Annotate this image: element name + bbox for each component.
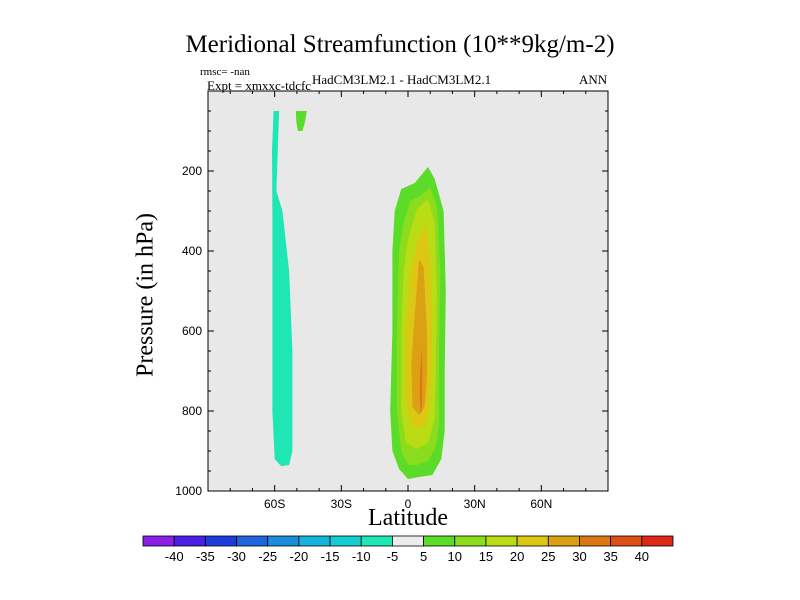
contour-negative-cell-southern: [272, 111, 293, 467]
y-tick-label: 400: [182, 244, 202, 258]
contour-positive-cell-small: [295, 111, 307, 131]
colorbar-label: 20: [510, 549, 524, 564]
y-tick-label: 800: [182, 404, 202, 418]
colorbar-label: -35: [196, 549, 215, 564]
y-axis-label: Pressure (in hPa): [132, 213, 159, 377]
colorbar-label: -30: [227, 549, 246, 564]
colorbar-box: [236, 535, 269, 547]
colorbar-box: [329, 535, 362, 547]
colorbar-box: [392, 535, 424, 547]
x-axis-label: Latitude: [368, 505, 448, 531]
colorbar-box: [423, 535, 456, 547]
colorbar-box: [142, 535, 175, 547]
season-label: ANN: [579, 72, 608, 87]
chart-title: Meridional Streamfunction (10**9kg/m-2): [185, 31, 615, 58]
experiment-label: Expt = xmxxc-tdcfc: [207, 78, 312, 93]
colorbar-box: [516, 535, 549, 547]
center-label: HadCM3LM2.1 - HadCM3LM2.1: [312, 72, 492, 87]
colorbar-label: 25: [541, 549, 555, 564]
y-axis: 200 400 600 800 1000: [175, 110, 608, 498]
x-tick-label: 60N: [530, 497, 552, 511]
colorbar-label: 40: [635, 549, 649, 564]
colorbar: -40 -35 -30 -25 -20 -15 -10 -5 5 10 15 20 25 30 35 40: [142, 535, 674, 564]
colorbar-box: [610, 535, 643, 547]
y-tick-label: 600: [182, 324, 202, 338]
colorbar-box: [454, 535, 487, 547]
left-label: rmsc= -nan Expt = xmxxc-tdcfc: [200, 66, 311, 92]
colorbar-box: [485, 535, 518, 547]
colorbar-label: -5: [387, 549, 399, 564]
y-tick-label: 1000: [175, 484, 202, 498]
colorbar-label: 15: [479, 549, 493, 564]
colorbar-label: -25: [258, 549, 277, 564]
contour-positive-cell-30: [419, 347, 423, 415]
colorbar-label: -20: [289, 549, 308, 564]
colorbar-box: [173, 535, 206, 547]
colorbar-box: [204, 535, 237, 547]
colorbar-box: [360, 535, 393, 547]
colorbar-box: [267, 535, 300, 547]
contour-positive-cell-25: [411, 259, 427, 415]
colorbar-label: 35: [603, 549, 617, 564]
x-tick-label: 30N: [464, 497, 486, 511]
colorbar-box: [547, 535, 580, 547]
colorbar-label: 10: [448, 549, 462, 564]
rmse-label: rmsc= -nan: [200, 66, 250, 78]
colorbar-box: [641, 535, 674, 547]
x-tick-label: 0: [405, 497, 412, 511]
contour-layer: [272, 111, 446, 479]
colorbar-box: [579, 535, 612, 547]
x-tick-label: 30S: [331, 497, 352, 511]
x-tick-label: 60S: [264, 497, 285, 511]
x-axis: 60S 30S 0 30N 60N: [207, 91, 609, 511]
colorbar-label: 5: [420, 549, 427, 564]
colorbar-label: -15: [321, 549, 340, 564]
colorbar-label: 30: [572, 549, 586, 564]
colorbar-box: [298, 535, 331, 547]
colorbar-label: -40: [165, 549, 184, 564]
y-tick-label: 200: [182, 164, 202, 178]
colorbar-label: -10: [352, 549, 371, 564]
